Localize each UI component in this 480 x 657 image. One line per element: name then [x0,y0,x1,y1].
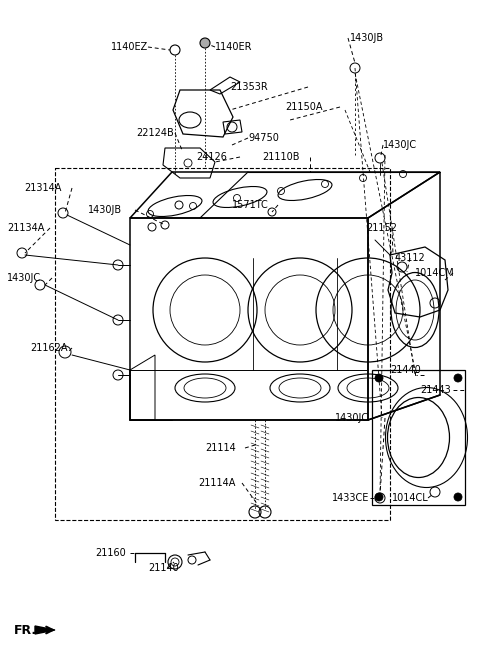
Text: 1430JC: 1430JC [7,273,41,283]
Text: 1430JC: 1430JC [335,413,369,423]
Text: 21110B: 21110B [262,152,300,162]
Bar [55,168,390,520]
Text: 21443: 21443 [420,385,451,395]
Text: 21140: 21140 [148,563,179,573]
Text: 1430JB: 1430JB [88,205,122,215]
Text: 24126: 24126 [196,152,227,162]
Text: 43112: 43112 [395,253,426,263]
Text: 1014CL: 1014CL [392,493,429,503]
Text: 21114: 21114 [205,443,236,453]
Text: 21160: 21160 [95,548,126,558]
Circle shape [454,374,462,382]
Text: 21134A: 21134A [7,223,44,233]
Circle shape [375,374,383,382]
Text: 1433CE: 1433CE [332,493,370,503]
Circle shape [454,493,462,501]
Text: 21162A: 21162A [30,343,68,353]
Text: 21353R: 21353R [230,82,268,92]
Text: 21150A: 21150A [285,102,323,112]
Text: 1140ER: 1140ER [215,42,252,52]
Circle shape [375,493,383,501]
Text: 21152: 21152 [366,223,397,233]
Text: 94750: 94750 [248,133,279,143]
Text: 1430JC: 1430JC [383,140,417,150]
Text: 22124B: 22124B [136,128,174,138]
Text: 21114A: 21114A [198,478,235,488]
Text: FR.: FR. [14,623,37,637]
Text: 1014CM: 1014CM [415,268,455,278]
Polygon shape [35,626,55,634]
Text: 21440: 21440 [390,365,421,375]
Circle shape [200,38,210,48]
Text: 1140EZ: 1140EZ [111,42,148,52]
Text: 1571TC: 1571TC [232,200,269,210]
Text: 1430JB: 1430JB [350,33,384,43]
Text: 21314A: 21314A [24,183,61,193]
